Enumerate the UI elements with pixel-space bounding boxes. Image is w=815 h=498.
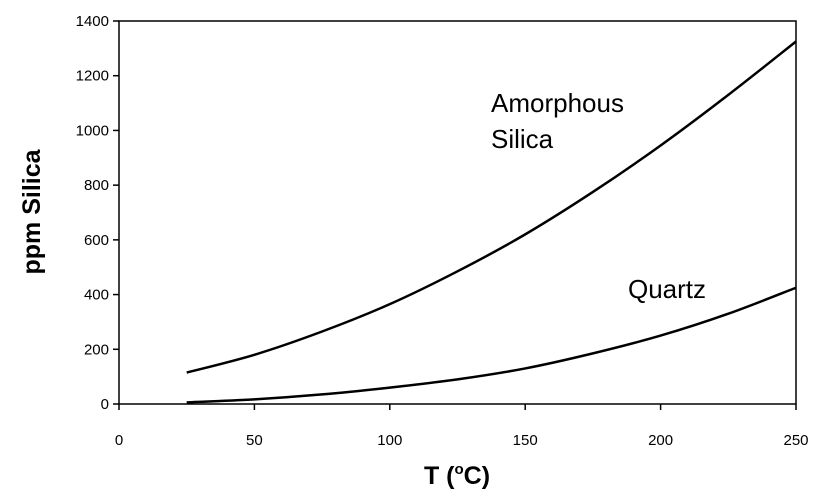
y-tick-label: 0 [101, 396, 109, 413]
annotation-amorphous-line2: Silica [491, 124, 554, 154]
x-tick-label: 250 [783, 432, 808, 449]
plot-area-frame [118, 20, 797, 405]
y-axis-ticks: 0 200 400 600 800 1000 1200 1400 [76, 13, 119, 413]
annotation-quartz: Quartz [628, 274, 706, 304]
y-tick-label: 1200 [76, 68, 109, 85]
x-tick-label: 100 [377, 432, 402, 449]
y-tick-label: 800 [84, 177, 109, 194]
x-tick-label: 200 [648, 432, 673, 449]
x-tick-label: 0 [115, 432, 123, 449]
amorphous-silica-line [186, 40, 797, 374]
y-tick-label: 600 [84, 232, 109, 249]
y-tick-label: 1000 [76, 122, 109, 139]
x-tick-label: 50 [246, 432, 263, 449]
series-layer [186, 40, 797, 404]
x-axis-title: T (oC) [424, 461, 490, 490]
quartz-line [186, 286, 797, 404]
x-axis-ticks: 0 50 100 150 200 250 [115, 404, 809, 449]
y-tick-label: 1400 [76, 13, 109, 30]
y-tick-label: 200 [84, 341, 109, 358]
x-tick-label: 150 [513, 432, 538, 449]
y-tick-label: 400 [84, 287, 109, 304]
y-axis-title: ppm Silica [18, 148, 46, 274]
annotation-amorphous-line1: Amorphous [491, 88, 624, 118]
